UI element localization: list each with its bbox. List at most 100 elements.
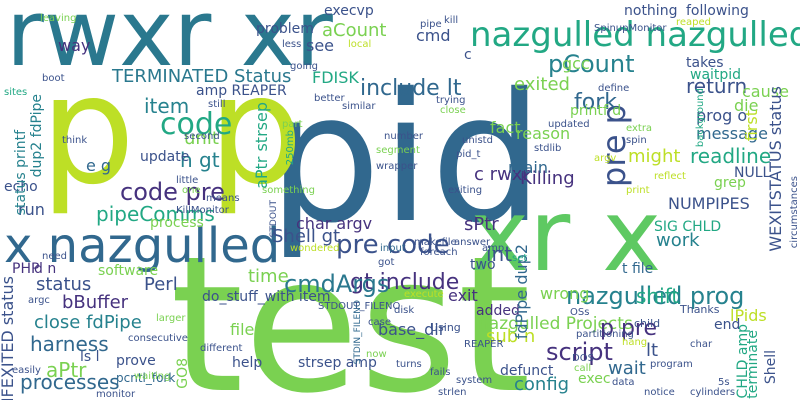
word-reflect: reflect (654, 171, 686, 182)
word-different: different (200, 343, 243, 354)
word-chld-amp: CHLD amp (735, 324, 751, 399)
word-prove: prove (116, 353, 156, 369)
word-larger: larger (156, 313, 186, 324)
word-exec: exec (578, 371, 611, 387)
word-die: die (734, 96, 759, 115)
word-similar: similar (342, 101, 376, 112)
word-waitpid: waitpid (690, 67, 742, 83)
word-unit: unit (184, 128, 219, 149)
word-spinupmonitor: SpinupMonitor (594, 23, 667, 34)
word-cmd: cmd (416, 26, 451, 45)
word-printf-d: printf d (570, 103, 622, 119)
word-partitioning: partitioning (576, 329, 634, 340)
word-spin: spin (626, 135, 647, 146)
word-fact: fact (490, 118, 521, 137)
word-amp: amp (482, 243, 505, 254)
word-pre-code: pre code (336, 230, 450, 260)
word-software: software (98, 263, 159, 279)
word-close-fdpipe: close fdPipe (34, 312, 142, 333)
word-means: means (206, 193, 240, 204)
word-file: file (230, 320, 255, 339)
word-extra: extra (626, 123, 653, 134)
word-second: second (184, 131, 220, 142)
word-c: c (464, 47, 472, 63)
word-unistd: unistd (462, 135, 493, 146)
word-lpids: lPids (730, 306, 767, 325)
word-message: message (696, 124, 768, 143)
word-strlen: strlen (438, 387, 467, 398)
word-item: item (144, 94, 190, 118)
word-argv: argv (594, 153, 617, 164)
word-xr-x: xr x (470, 177, 662, 294)
word-test: test (170, 216, 532, 400)
word-reason: reason (516, 124, 571, 143)
word-exit: exit (448, 286, 478, 305)
word-lt: lt (646, 340, 659, 361)
word-disk: disk (394, 305, 415, 316)
word-segment: segment (376, 145, 420, 156)
word-pid-t: pid_t (456, 149, 481, 160)
word-two: two (470, 257, 496, 273)
word-grep: grep (714, 175, 746, 191)
word-stdout: STDOUT (269, 200, 279, 238)
word-code-pre: code pre (120, 178, 225, 206)
word-exited: exited (514, 74, 570, 95)
word-pcount: pCount (548, 50, 635, 78)
word-h-gt: h gt (180, 148, 220, 172)
word-exiting: exiting (448, 185, 483, 196)
word-perl: Perl (144, 274, 178, 295)
word-still: still (208, 99, 226, 110)
word-circumstances: circumstances (789, 176, 800, 249)
word-hang: hang (622, 337, 648, 348)
word-set: set (512, 253, 528, 264)
word-c-rwxr: c rwxr (474, 164, 530, 185)
word-do-stuff: do_stuff_with item (202, 289, 331, 305)
word-wrapper: wrapper (376, 161, 418, 172)
word-makefile: makefile (414, 237, 457, 248)
word-gcc: gcc (562, 54, 590, 73)
word-kill: kill (444, 15, 459, 26)
word-include-lt: include lt (360, 76, 462, 101)
word-think: think (62, 135, 88, 146)
word-print: print (626, 185, 650, 196)
word-e-g: e g (86, 156, 112, 175)
word-leaving: leaving (40, 13, 77, 24)
word-d-n: d n (34, 261, 57, 277)
word-config: config (514, 374, 570, 395)
word-nazgulled-nazgulled: nazgulled nazgulled (470, 15, 800, 55)
word-following: following (686, 3, 749, 19)
word-killmonitor: KillMonitor (176, 205, 229, 216)
word-see: see (306, 36, 335, 55)
word-processes: processes (20, 370, 120, 394)
word-reaper: REAPER (464, 339, 504, 350)
word-shell-gt: Shell gt (272, 226, 341, 247)
word-child: child (634, 317, 661, 330)
word-monitor: monitor (96, 389, 136, 400)
word-consecutive: consecutive (128, 333, 188, 344)
word-added: added (476, 303, 520, 319)
word-call: call (574, 363, 592, 374)
word-pid: pid (268, 55, 544, 262)
word-cmdargs: cmdArgs (284, 270, 390, 298)
word-wait: wait (608, 358, 646, 379)
word-execute: execute (404, 289, 444, 300)
word-strsep-amp: strsep amp (298, 355, 377, 371)
word-thanks: Thanks (680, 303, 720, 316)
word-sig-chld: SIG CHLD (654, 219, 722, 235)
word-pipecomms: pipeComms (96, 202, 215, 226)
word-sptr: sPtr (464, 214, 499, 235)
word-wrong: wrong (540, 284, 590, 303)
word-something: something (262, 185, 315, 196)
word-char: char (690, 339, 713, 350)
word-readline: readline (690, 144, 772, 168)
word-case: case (368, 317, 391, 328)
word-mmstatus: WIFEXITED status (0, 276, 17, 400)
word-stdlib: stdlib (534, 143, 562, 154)
word-process: process (150, 215, 204, 231)
word-p-pre: p pre (600, 316, 658, 341)
word-sub-n: sub n (486, 326, 536, 347)
word-wondered: wondered (290, 243, 340, 254)
word-p1: p (40, 44, 136, 218)
word-data: data (612, 377, 635, 388)
